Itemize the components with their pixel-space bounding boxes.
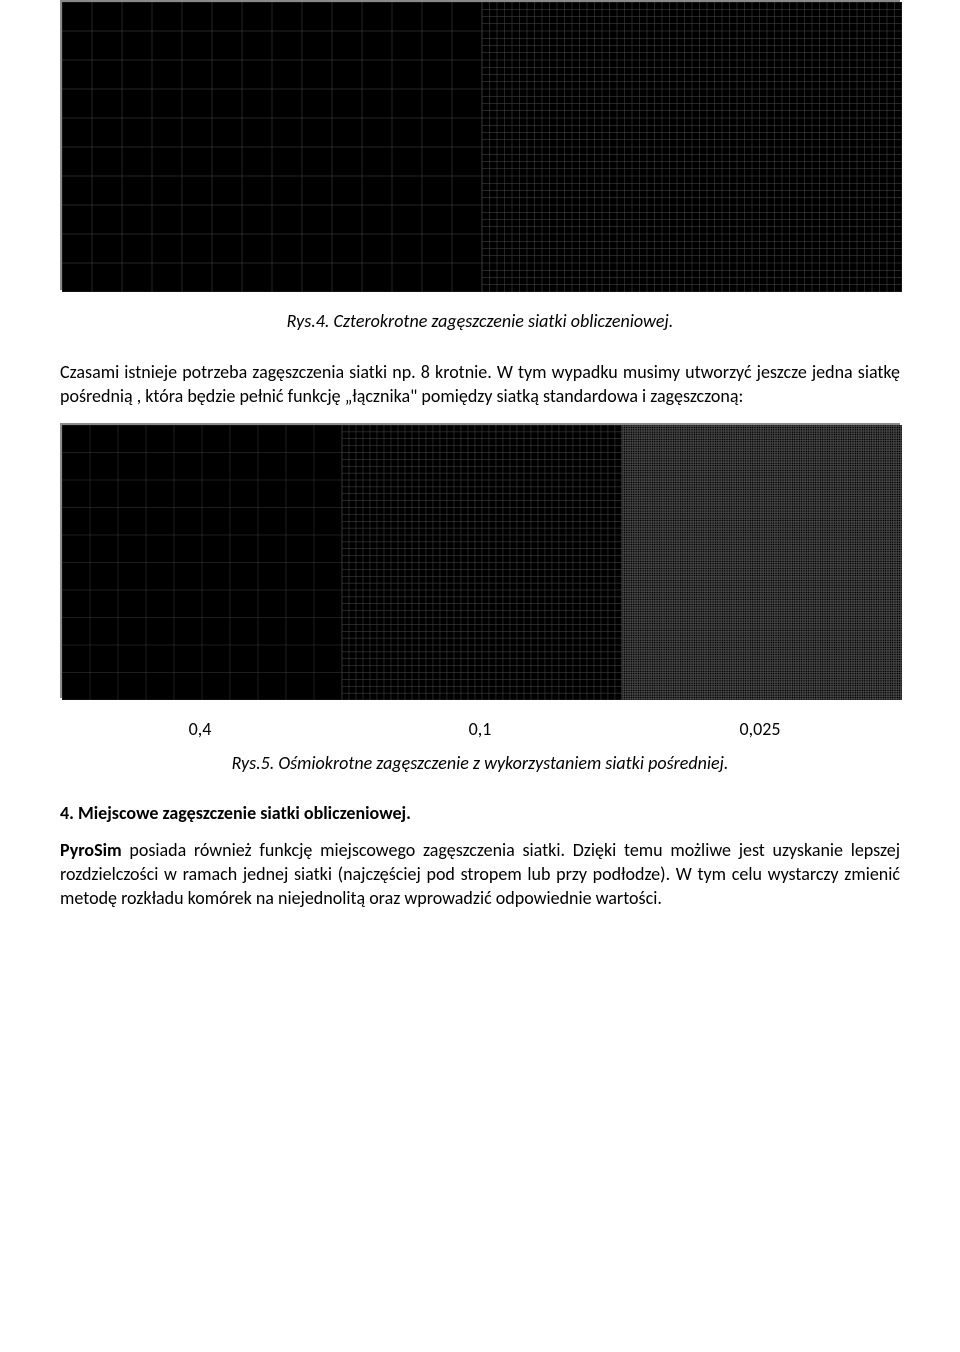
figure-grid-8x [60,423,900,698]
figure2-labels-row: 0,4 0,1 0,025 [60,718,900,740]
section-heading-4: 4. Miejscowe zagęszczenie siatki oblicze… [60,802,900,824]
figure-caption-rys4: Rys.4. Czterokrotne zagęszczenie siatki … [60,310,900,332]
paragraph-intermediate-grid: Czasami istnieje potrzeba zagęszczenia s… [60,360,900,409]
pyrosim-paragraph-body: posiada również funkcję miejscowego zagę… [60,839,900,910]
figure-caption-rys5: Rys.5. Ośmiokrotne zagęszczenie z wykorz… [60,752,900,774]
paragraph-pyrosim-local: PyroSim posiada również funkcję miejscow… [60,838,900,911]
figure2-label-coarse: 0,4 [60,718,340,740]
figure2-label-medium: 0,1 [340,718,620,740]
figure2-label-fine: 0,025 [620,718,900,740]
pyrosim-bold-lead: PyroSim [60,839,122,861]
figure-grid-4x [60,0,900,290]
